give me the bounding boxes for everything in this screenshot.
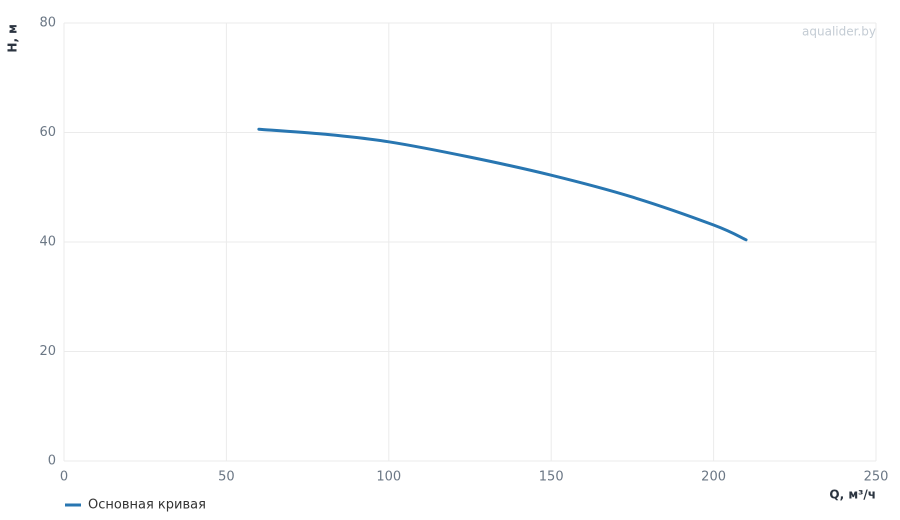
x-tick-label: 0 bbox=[60, 470, 68, 485]
y-axis-label: H, м bbox=[6, 24, 20, 53]
legend-label: Основная кривая bbox=[88, 498, 206, 513]
x-tick-label: 150 bbox=[539, 470, 564, 485]
y-tick-label: 60 bbox=[39, 125, 56, 140]
x-axis-label: Q, м³/ч bbox=[829, 488, 876, 502]
y-tick-label: 40 bbox=[39, 235, 56, 250]
x-tick-label: 200 bbox=[701, 470, 726, 485]
y-tick-label: 0 bbox=[48, 454, 56, 469]
x-tick-label: 250 bbox=[864, 470, 889, 485]
x-tick-label: 50 bbox=[218, 470, 235, 485]
watermark: aqualider.by bbox=[802, 25, 876, 39]
data-line bbox=[257, 127, 748, 242]
y-tick-label: 80 bbox=[39, 16, 56, 31]
x-tick-label: 100 bbox=[376, 470, 401, 485]
y-tick-label: 20 bbox=[39, 344, 56, 359]
